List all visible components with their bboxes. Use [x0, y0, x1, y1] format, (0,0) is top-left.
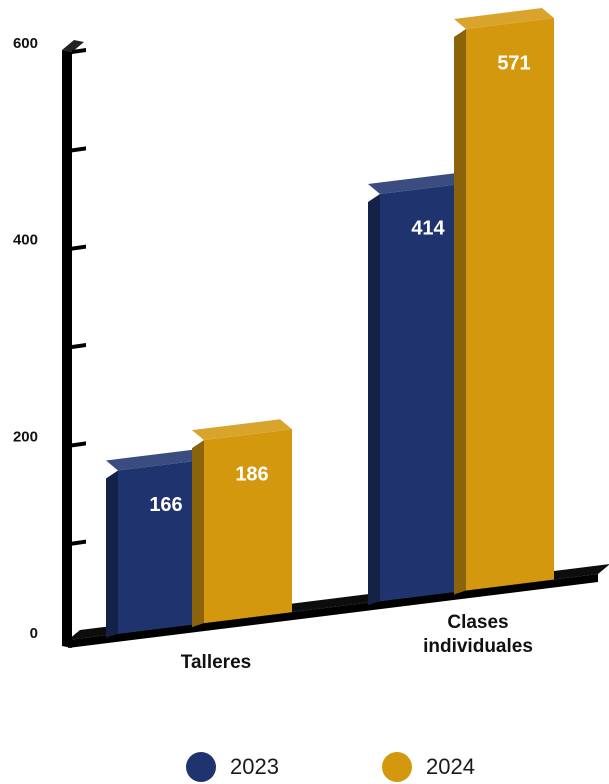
bar-side-2023 — [368, 194, 380, 606]
legend: 2023 2024 — [0, 752, 609, 784]
bar-top-2024 — [192, 419, 292, 441]
labels: 166 186 414 571 Talleres Clases individuales — [149, 52, 533, 673]
y-tick-label: 200 — [13, 428, 38, 445]
y-tick-label: 400 — [13, 232, 38, 249]
y-tick-label: 600 — [13, 35, 38, 52]
bar-top-2024 — [454, 7, 554, 29]
bar-side-2023 — [106, 470, 118, 638]
floor-edge — [68, 574, 598, 648]
bar-top-2023 — [106, 449, 206, 471]
data-label-2024-2: 571 — [497, 52, 530, 74]
y-tick-mark — [72, 638, 86, 644]
data-label-2023-2: 414 — [411, 218, 445, 240]
y-tick-mark — [72, 244, 86, 251]
bar-top-2023 — [368, 173, 468, 195]
legend-label-2023: 2023 — [230, 754, 279, 779]
bar-side-2024 — [192, 440, 204, 628]
legend-item-2023: 2023 — [186, 752, 279, 782]
data-label-2024-1: 186 — [235, 464, 268, 486]
y-tick-label: 0 — [30, 625, 38, 642]
bar-2023-1 — [118, 459, 206, 634]
bar-2024-2 — [466, 17, 554, 591]
bar-2023-2 — [380, 183, 468, 602]
legend-item-2024: 2024 — [382, 752, 475, 782]
y-tick-mark — [72, 48, 86, 54]
legend-label-2024: 2024 — [426, 754, 475, 779]
y-tick-mark — [72, 441, 86, 448]
bars — [106, 7, 554, 638]
x-category-label: Talleres — [181, 652, 251, 673]
bar-side-2024 — [454, 28, 466, 595]
legend-swatch-2024 — [382, 752, 412, 782]
bar-2024-1 — [204, 429, 292, 624]
bar-chart-3d: 0 200 400 600 166 186 414 571 Talleres Clases ind… — [13, 7, 609, 673]
y-axis: 0 200 400 600 — [13, 35, 86, 648]
legend-swatch-2023 — [186, 752, 216, 782]
x-category-label: Clases individuales — [423, 612, 533, 657]
y-minor-tick-mark — [72, 146, 86, 153]
y-minor-tick-mark — [72, 343, 86, 349]
y-axis-wall — [62, 50, 72, 648]
y-minor-tick-mark — [72, 539, 86, 546]
data-label-2023-1: 166 — [149, 494, 182, 516]
y-axis-cap — [62, 40, 84, 52]
